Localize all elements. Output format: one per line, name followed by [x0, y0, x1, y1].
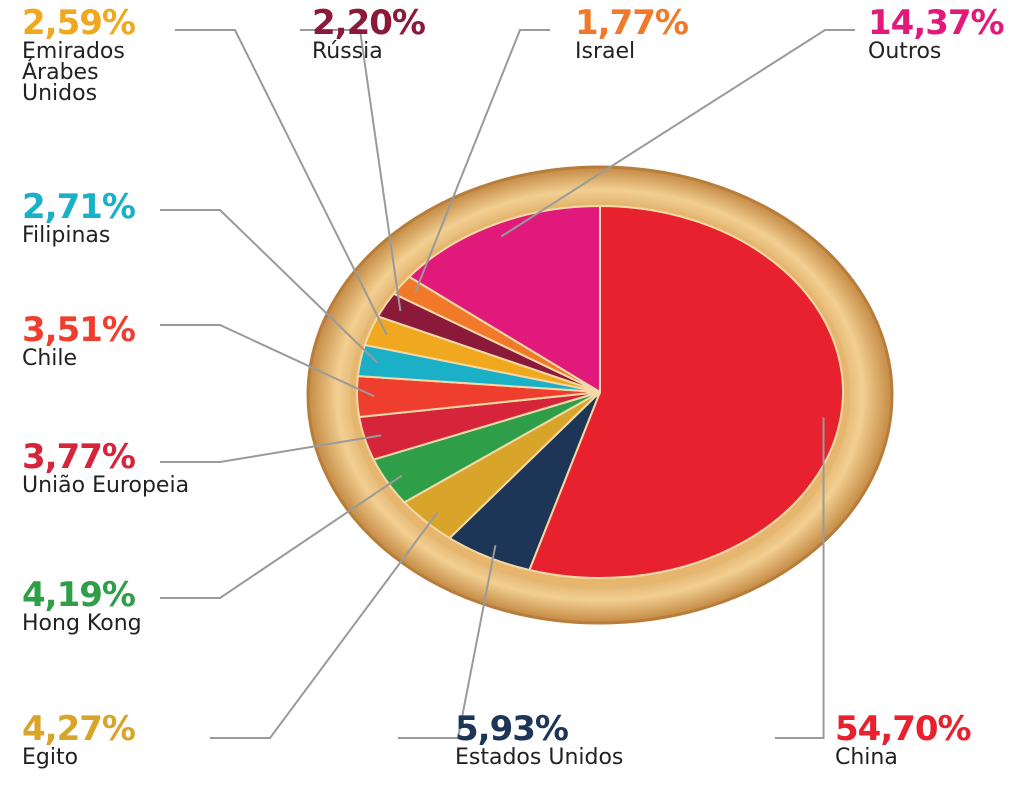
value-label: 5,93% [455, 712, 623, 746]
value-label: 3,51% [22, 313, 135, 347]
value-label: 54,70% [835, 712, 971, 746]
category-label: China [835, 748, 971, 769]
slice-label: 3,51%Chile [22, 313, 135, 370]
value-label: 4,19% [22, 578, 142, 612]
value-label: 1,77% [575, 6, 688, 40]
value-label: 14,37% [868, 6, 1004, 40]
value-label: 2,71% [22, 190, 135, 224]
category-label: Chile [22, 349, 135, 370]
slice-label: 4,27%Egito [22, 712, 135, 769]
category-label: Hong Kong [22, 614, 142, 635]
slice-label: 14,37%Outros [868, 6, 1004, 63]
value-label: 2,59% [22, 6, 135, 40]
value-label: 4,27% [22, 712, 135, 746]
category-label: Egito [22, 748, 135, 769]
category-label: Israel [575, 42, 688, 63]
category-label: Filipinas [22, 226, 135, 247]
category-label: Estados Unidos [455, 748, 623, 769]
value-label: 3,77% [22, 440, 189, 474]
slice-label: 2,71%Filipinas [22, 190, 135, 247]
slice-label: 4,19%Hong Kong [22, 578, 142, 635]
pie-canvas [0, 0, 1035, 791]
slice-label: 5,93%Estados Unidos [455, 712, 623, 769]
chart: 54,70%China 5,93%Estados Unidos 4,27%Egito… [0, 0, 1035, 791]
category-label: Rússia [312, 42, 425, 63]
slice-label: 2,59%Emirados Árabes Unidos [22, 6, 135, 105]
category-label: União Europeia [22, 476, 189, 497]
slice-label: 3,77%União Europeia [22, 440, 189, 497]
slice-label: 2,20%Rússia [312, 6, 425, 63]
category-label: Outros [868, 42, 1004, 63]
slice-label: 54,70%China [835, 712, 971, 769]
slice-label: 1,77%Israel [575, 6, 688, 63]
category-label: Emirados Árabes Unidos [22, 42, 125, 105]
value-label: 2,20% [312, 6, 425, 40]
